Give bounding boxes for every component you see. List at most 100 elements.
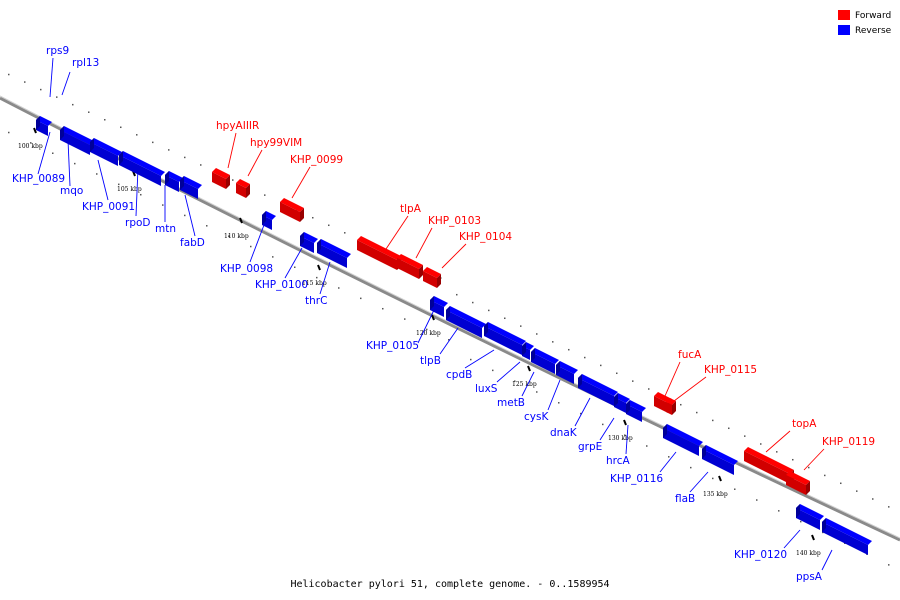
gene-feature-fabD[interactable] [180, 176, 202, 199]
gene-label[interactable]: cysK [524, 411, 549, 423]
gene-feature-KHP_0098[interactable] [262, 211, 276, 230]
gene-label[interactable]: hrcA [606, 455, 631, 467]
gene-feature-ppsA[interactable] [822, 518, 872, 555]
gene-label[interactable]: KHP_0091 [82, 201, 135, 213]
guide-dot [448, 339, 450, 341]
guide-dot [250, 245, 252, 248]
leader-line [783, 529, 801, 549]
guide-dot [616, 372, 618, 375]
gene-label[interactable]: ppsA [796, 571, 823, 583]
gene-front-face [180, 180, 198, 199]
gene-label[interactable]: KHP_0100 [255, 279, 308, 291]
gene-front-face [212, 172, 226, 189]
guide-dot [584, 356, 586, 359]
gene-label[interactable]: KHP_0105 [366, 340, 419, 352]
guide-dot [152, 141, 154, 144]
gene-feature-thrC[interactable] [317, 239, 351, 268]
guide-dot [8, 131, 10, 134]
leader-line [821, 549, 833, 571]
gene-top-face [556, 361, 578, 374]
gene-label[interactable]: flaB [675, 493, 695, 505]
gene-label[interactable]: dnaK [550, 427, 578, 439]
gene-label[interactable]: rps9 [46, 45, 69, 57]
gene-top-face [663, 424, 703, 446]
gene-feature-KHP_0091[interactable] [90, 138, 122, 166]
gene-label[interactable]: tlpB [420, 355, 441, 367]
gene-label[interactable]: metB [497, 397, 525, 409]
gene-label[interactable]: luxS [475, 383, 498, 395]
gene-feature-luxS[interactable] [522, 342, 534, 360]
gene-feature-grpE[interactable] [614, 393, 630, 413]
gene-end-face [663, 424, 667, 438]
gene-feature-cpdB[interactable] [484, 322, 526, 355]
gene-feature-KHP_0103[interactable] [397, 254, 423, 279]
gene-feature-hrcA[interactable] [626, 400, 646, 422]
gene-end-face [626, 400, 630, 414]
scale-tick-label: 105 kbp [117, 186, 142, 193]
gene-front-face [786, 475, 806, 495]
gene-feature-tlpA[interactable] [357, 236, 401, 270]
gene-label[interactable]: rpoD [125, 217, 151, 229]
guide-dot [184, 214, 186, 217]
gene-feature-KHP_0120[interactable] [796, 504, 824, 530]
gene-feature-mqo[interactable] [60, 126, 94, 155]
gene-feature-KHP_0115[interactable] [666, 398, 676, 415]
guide-dot [504, 317, 506, 320]
leader-line [765, 430, 791, 453]
guide-dot [690, 466, 692, 469]
gene-label[interactable]: KHP_0120 [734, 549, 787, 561]
gene-feature-hpy99VIM[interactable] [236, 179, 250, 198]
gene-label[interactable]: KHP_0104 [459, 231, 512, 243]
gene-end-face [437, 274, 441, 288]
gene-label[interactable]: topA [792, 418, 817, 430]
gene-end-face [556, 361, 560, 375]
gene-feature-mtn[interactable] [165, 171, 183, 192]
gene-feature-rpoD[interactable] [119, 151, 165, 186]
gene-feature-hpyAIIIR[interactable] [212, 168, 230, 189]
guide-dot [344, 232, 346, 234]
gene-label[interactable]: mqo [60, 185, 83, 197]
gene-feature-KHP_0099[interactable] [280, 198, 304, 222]
gene-front-face [556, 365, 574, 384]
guide-dot [840, 482, 842, 485]
gene-feature-dnaK[interactable] [578, 374, 618, 406]
gene-feature-KHP_0089[interactable] [36, 116, 52, 136]
gene-label[interactable]: fucA [678, 349, 702, 361]
guide-dot [136, 134, 138, 136]
gene-feature-KHP_0119[interactable] [786, 471, 810, 495]
gene-label[interactable]: grpE [578, 441, 602, 453]
gene-end-face [36, 116, 40, 130]
gene-label[interactable]: rpl13 [72, 57, 99, 69]
guide-dot [140, 193, 142, 196]
gene-label[interactable]: cpdB [446, 369, 472, 381]
gene-label[interactable]: hpy99VIM [250, 137, 302, 149]
guide-dot [744, 435, 746, 437]
gene-top-face [165, 171, 183, 182]
gene-label[interactable]: fabD [180, 237, 205, 249]
gene-feature-metB[interactable] [531, 348, 559, 374]
gene-label[interactable]: KHP_0098 [220, 263, 273, 275]
gene-end-face [300, 232, 304, 246]
gene-label[interactable]: KHP_0099 [290, 154, 343, 166]
gene-label[interactable]: KHP_0116 [610, 473, 663, 485]
gene-feature-tlpB[interactable] [446, 306, 486, 338]
leader-line [803, 448, 825, 471]
gene-feature-KHP_0104[interactable] [423, 267, 441, 288]
leader-line [664, 361, 681, 397]
gene-label[interactable]: thrC [305, 295, 327, 307]
gene-feature-flaB[interactable] [702, 445, 738, 475]
gene-feature-cysK[interactable] [556, 361, 578, 384]
gene-feature-KHP_0100[interactable] [300, 232, 318, 253]
gene-label[interactable]: tlpA [400, 203, 422, 215]
gene-label[interactable]: KHP_0089 [12, 173, 65, 185]
gene-label[interactable]: KHP_0119 [822, 436, 875, 448]
gene-label[interactable]: KHP_0115 [704, 364, 757, 376]
gene-top-face [484, 322, 526, 345]
guide-dot [824, 474, 826, 477]
gene-label[interactable]: hpyAIIIR [216, 120, 259, 132]
gene-feature-KHP_0116[interactable] [663, 424, 703, 456]
gene-label[interactable]: KHP_0103 [428, 215, 481, 227]
gene-feature-KHP_0105[interactable] [430, 296, 448, 317]
guide-dot [40, 88, 42, 91]
gene-label[interactable]: mtn [155, 223, 176, 235]
